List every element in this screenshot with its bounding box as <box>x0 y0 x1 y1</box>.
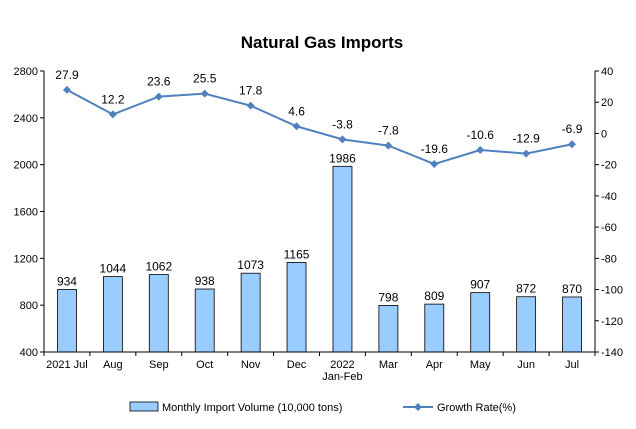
right-tick-label: -140 <box>601 347 623 359</box>
right-tick-label: -40 <box>601 191 617 203</box>
bar-value-label: 938 <box>195 274 215 288</box>
legend: Monthly Import Volume (10,000 tons) Growt… <box>129 401 516 414</box>
growth-rate-point <box>476 145 485 154</box>
left-tick-label: 2400 <box>14 113 38 125</box>
bar <box>378 304 399 353</box>
bar <box>286 262 307 353</box>
bar <box>148 274 169 353</box>
x-tick-label: Sep <box>149 359 169 371</box>
left-tick-label: 800 <box>20 300 38 312</box>
growth-rate-label: 17.8 <box>239 84 263 98</box>
x-tick-label: Aug <box>103 359 123 371</box>
right-tick-label: -60 <box>601 222 617 234</box>
x-tick-label: Dec <box>287 359 307 371</box>
bar <box>470 292 491 353</box>
bar <box>194 288 215 353</box>
bar-value-label: 1165 <box>284 247 310 261</box>
x-tick-label: Mar <box>379 359 398 371</box>
legend-bar-label: Monthly Import Volume (10,000 tons) <box>162 402 342 414</box>
bar-value-label: 1986 <box>329 151 356 165</box>
growth-rate-point <box>246 101 255 110</box>
growth-rate-point <box>62 85 71 94</box>
growth-rate-point <box>200 89 209 98</box>
growth-rate-point <box>430 160 439 169</box>
legend-bar-swatch <box>129 401 159 412</box>
left-tick-label: 1600 <box>14 207 38 219</box>
bar <box>332 165 353 353</box>
right-tick-label: -20 <box>601 160 617 172</box>
bar-value-label: 872 <box>516 282 536 296</box>
bar <box>240 272 261 353</box>
bar <box>562 296 582 353</box>
bar-value-label: 1073 <box>237 258 264 272</box>
x-tick-label: Apr <box>426 359 443 371</box>
growth-rate-point <box>338 135 347 144</box>
growth-rate-point <box>108 110 117 119</box>
growth-rate-label: 25.5 <box>193 72 217 86</box>
right-tick-label: 40 <box>601 66 613 78</box>
growth-rate-label: -19.6 <box>421 142 449 156</box>
chart-title: Natural Gas Imports <box>241 33 404 52</box>
growth-rate-label: 4.6 <box>288 104 305 118</box>
bar <box>424 303 445 353</box>
x-tick-label: May <box>470 359 491 371</box>
growth-rate-label: 27.9 <box>55 68 79 82</box>
left-tick-label: 2800 <box>14 66 38 78</box>
right-tick-label: 20 <box>601 97 613 109</box>
growth-rate-label: -12.9 <box>512 132 540 146</box>
growth-rate-point <box>154 92 163 101</box>
bars-layer <box>57 165 582 353</box>
growth-rate-point <box>384 141 393 150</box>
growth-rate-label: -6.9 <box>562 122 583 136</box>
right-tick-label: 0 <box>601 128 607 140</box>
x-tick-label: Jul <box>565 359 579 371</box>
bar <box>516 296 537 353</box>
growth-rate-label: -10.6 <box>467 128 495 142</box>
right-tick-label: -100 <box>601 285 623 297</box>
left-tick-label: 2000 <box>14 160 38 172</box>
right-tick-label: -80 <box>601 253 617 265</box>
line-layer <box>62 85 577 169</box>
x-tick-label: 2021 Jul <box>46 359 88 371</box>
legend-line-marker <box>414 403 422 411</box>
left-tick-label: 1200 <box>14 253 38 265</box>
growth-rate-point <box>522 149 531 158</box>
growth-rate-point <box>568 140 577 149</box>
right-tick-label: -120 <box>601 316 623 328</box>
bar <box>102 276 123 353</box>
bar-value-label: 809 <box>424 289 444 303</box>
bar-value-label: 934 <box>57 274 77 288</box>
bar <box>57 289 77 353</box>
x-tick-label: Oct <box>196 359 213 371</box>
growth-rate-label: 23.6 <box>147 75 171 89</box>
x-tick-label: Jan-Feb <box>322 371 362 383</box>
x-tick-label: 2022 <box>330 359 354 371</box>
x-tick-label: Nov <box>241 359 261 371</box>
bar-value-label: 1044 <box>100 262 127 276</box>
growth-rate-line <box>66 89 573 166</box>
labels-layer: 934 1044 1062 938 1073 1165 1986 798 809 907 872 87… <box>55 68 582 305</box>
axes-layer: 40080012001600200024002800-140-120-100-8… <box>14 66 624 383</box>
legend-line-label: Growth Rate(%) <box>437 402 516 414</box>
bar-value-label: 907 <box>470 278 490 292</box>
x-tick-label: Jun <box>517 359 535 371</box>
growth-rate-label: -3.8 <box>332 117 353 131</box>
left-tick-label: 400 <box>20 347 38 359</box>
bar-value-label: 870 <box>562 282 582 296</box>
bar-value-label: 798 <box>378 290 398 304</box>
growth-rate-label: -7.8 <box>378 124 399 138</box>
growth-rate-point <box>292 122 301 131</box>
growth-rate-label: 12.2 <box>101 92 125 106</box>
bar-value-label: 1062 <box>145 259 172 273</box>
